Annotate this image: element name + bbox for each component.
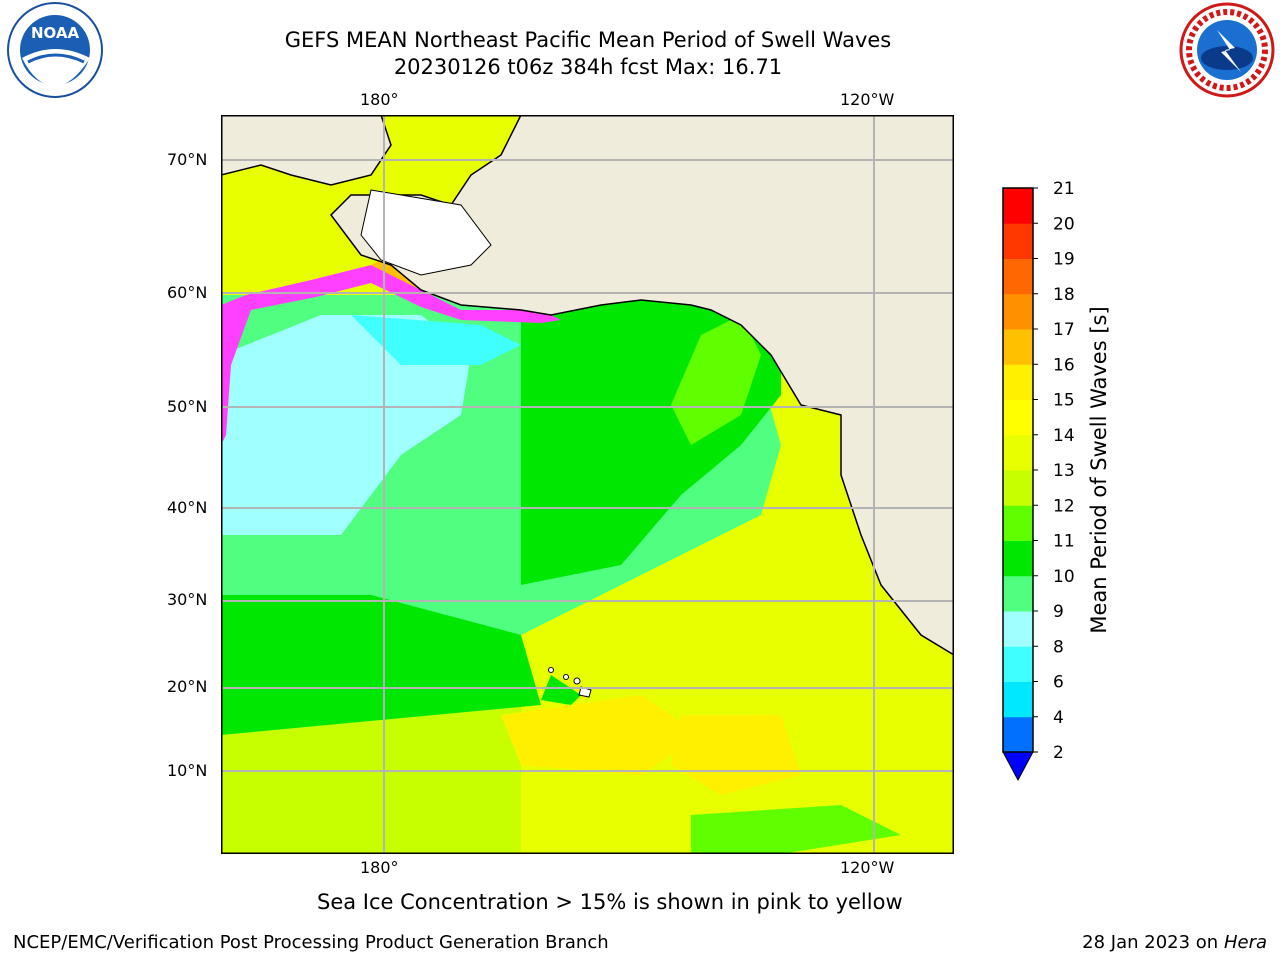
- lon-tick-bottom-120w: 120°W: [840, 858, 895, 877]
- zone-8s-bering: [221, 315, 471, 535]
- colorbar-band: [1003, 258, 1033, 295]
- footer-branch: NCEP/EMC/Verification Post Processing Pr…: [13, 932, 609, 953]
- zone-12s-tropics: [691, 805, 901, 854]
- hawaii-island-1: [548, 667, 554, 673]
- colorbar-tick-label: 11: [1053, 532, 1075, 552]
- colorbar-band: [1003, 575, 1033, 612]
- zone-11s-west: [221, 595, 541, 735]
- hawaii-island-2: [563, 674, 569, 680]
- colorbar-tick-label: 15: [1053, 391, 1075, 411]
- footer-date: 28 Jan 2023 on Hera: [1082, 932, 1267, 953]
- colorbar-band: [1003, 470, 1033, 506]
- graticule: [221, 115, 954, 854]
- colorbar-band: [1003, 505, 1033, 541]
- colorbar-tick-label: 14: [1053, 426, 1075, 446]
- colorbar-tick-label: 19: [1053, 250, 1075, 270]
- colorbar-band: [1003, 611, 1033, 647]
- colorbar-band: [1003, 646, 1033, 682]
- lat-tick-30n: 30°N: [167, 590, 208, 609]
- lat-tick-20n: 20°N: [167, 677, 208, 696]
- colorbar-tick-label: 17: [1053, 320, 1075, 340]
- lon-tick-top-180: 180°: [360, 90, 399, 109]
- colorbar-tick-label: 10: [1053, 567, 1075, 587]
- lat-tick-10n: 10°N: [167, 761, 208, 780]
- colorbar-band: [1003, 681, 1033, 718]
- colorbar-extend-triangle: [1002, 751, 1034, 782]
- colorbar-band: [1003, 399, 1033, 436]
- sea-ice-caption: Sea Ice Concentration > 15% is shown in …: [317, 890, 903, 914]
- colorbar-tick-label: 16: [1053, 355, 1075, 375]
- colorbar-label: Mean Period of Swell Waves [s]: [1087, 306, 1110, 633]
- colorbar-tick-label: 9: [1053, 602, 1064, 622]
- sea-ice-band: [221, 265, 561, 445]
- colorbar-tick-label: 12: [1053, 496, 1075, 516]
- svg-text:NOAA: NOAA: [31, 24, 80, 42]
- colorbar-band: [1003, 434, 1033, 471]
- noaa-logo: NOAA: [7, 2, 103, 98]
- zone-12s-gulf: [671, 315, 761, 445]
- footer-date-text: 28 Jan 2023 on: [1082, 932, 1219, 953]
- lat-tick-50n: 50°N: [167, 397, 208, 416]
- colorbar: 2 4 6 8 9 10 11 12 13 14 15 16 17 18 19 20 21 Mean Perio…: [1002, 180, 1110, 782]
- colorbar-band: [1003, 716, 1033, 753]
- hawaii-island-3: [573, 677, 581, 685]
- zone-11s-hawaii: [541, 675, 581, 705]
- colorbar-band: [1003, 329, 1033, 365]
- footer-host: Hera: [1223, 932, 1267, 953]
- colorbar-tick-label: 4: [1053, 708, 1064, 728]
- colorbar-tick-label: 2: [1053, 743, 1064, 763]
- lat-tick-60n: 60°N: [167, 283, 208, 302]
- zone-15s-southeast: [671, 715, 801, 795]
- colorbar-tick-label: 21: [1053, 180, 1075, 199]
- colorbar-tick-label: 13: [1053, 461, 1075, 481]
- lat-tick-70n: 70°N: [167, 150, 208, 169]
- lat-tick-40n: 40°N: [167, 498, 208, 517]
- nws-logo: [1179, 2, 1275, 98]
- colorbar-band: [1003, 223, 1033, 259]
- zone-7s-bering: [351, 315, 521, 365]
- colorbar-band: [1003, 540, 1033, 577]
- alaska-interior-blank: [360, 189, 492, 276]
- chart-subtitle: 20230126 t06z 384h fcst Max: 16.71: [393, 55, 783, 79]
- colorbar-tick-label: 6: [1053, 673, 1064, 693]
- lon-tick-bottom-180: 180°: [360, 858, 399, 877]
- map-border: [221, 115, 954, 854]
- colorbar-band: [1003, 293, 1033, 330]
- colorbar-tick-label: 18: [1053, 285, 1075, 305]
- colorbar-tick-label: 8: [1053, 637, 1064, 657]
- colorbar-tick-label: 20: [1053, 214, 1075, 234]
- colorbar-band: [1003, 364, 1033, 400]
- colorbar-band: [1003, 188, 1033, 224]
- swell-period-map: [221, 115, 954, 854]
- zone-15s-south: [501, 695, 701, 775]
- chart-title: GEFS MEAN Northeast Pacific Mean Period …: [284, 28, 892, 52]
- lon-tick-top-120w: 120°W: [840, 90, 895, 109]
